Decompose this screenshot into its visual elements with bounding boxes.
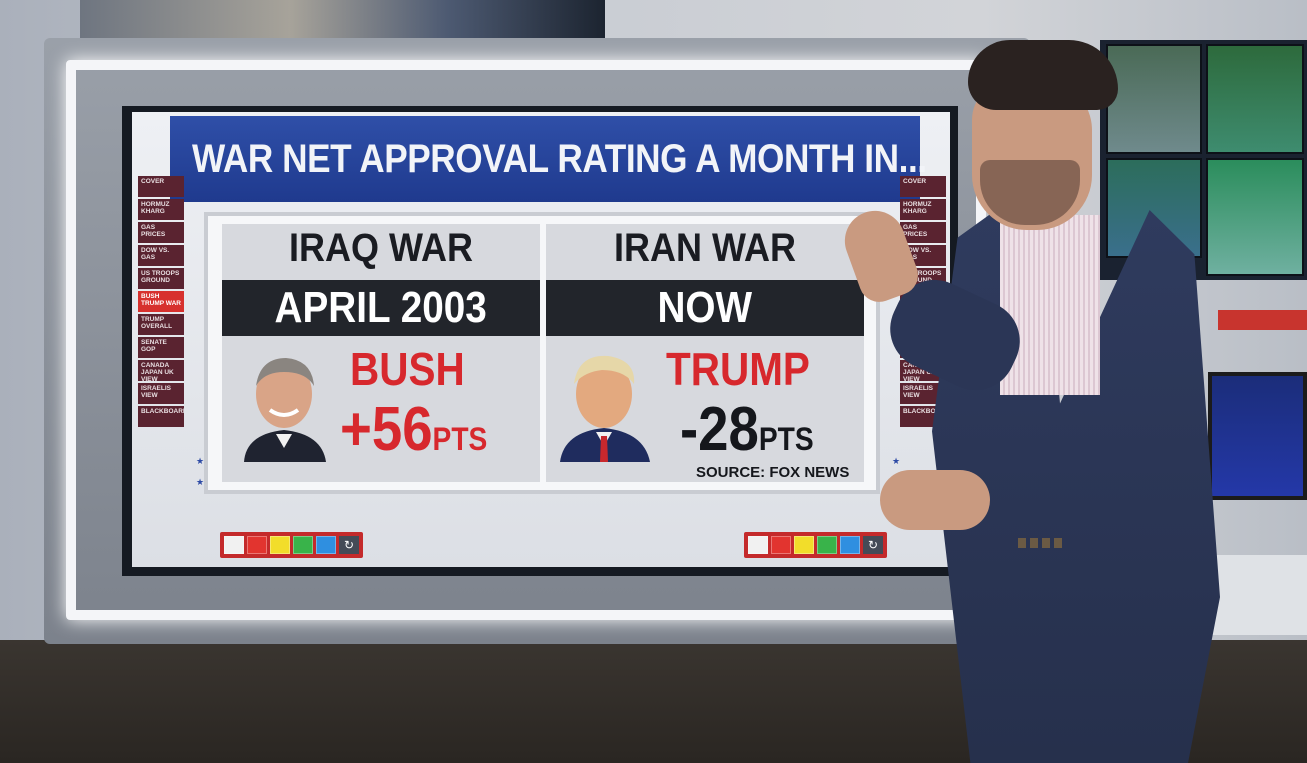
presenter-beard <box>980 160 1080 225</box>
nav-item[interactable]: DOW VS. GAS <box>138 245 184 266</box>
nav-item[interactable]: BLACKBOARD <box>138 406 184 427</box>
color-swatch[interactable] <box>794 536 814 554</box>
nav-item[interactable]: HORMUZ KHARG <box>900 199 946 220</box>
nav-item[interactable]: CANADA JAPAN UK VIEW <box>138 360 184 381</box>
iraq-war-panel: IRAQ WAR APRIL 2003 BUSH +56PTS <box>222 224 540 482</box>
score-value: +56 <box>340 395 433 464</box>
nav-item[interactable]: HORMUZ KHARG <box>138 199 184 220</box>
net-approval-score: -28PTS <box>680 394 814 465</box>
comparison-card: IRAQ WAR APRIL 2003 BUSH +56PTS IRAN WAR… <box>204 212 880 494</box>
nav-item[interactable]: COVER <box>138 176 184 197</box>
refresh-icon[interactable]: ↻ <box>863 536 883 554</box>
color-swatch[interactable] <box>771 536 791 554</box>
score-value: -28 <box>680 395 759 464</box>
color-swatch[interactable] <box>817 536 837 554</box>
color-swatch[interactable] <box>316 536 336 554</box>
graphic-title-bar: WAR NET APPROVAL RATING A MONTH IN... <box>170 116 927 202</box>
color-swatch[interactable] <box>840 536 860 554</box>
bush-portrait <box>236 350 332 462</box>
nav-item[interactable]: SENATE GOP <box>138 337 184 358</box>
background-monitor-wall <box>1100 40 1307 280</box>
presenter-hair <box>968 40 1118 110</box>
graphic-title: WAR NET APPROVAL RATING A MONTH IN... <box>192 136 927 181</box>
nav-item[interactable]: US TROOPS GROUND <box>138 268 184 289</box>
presenter-lower-hand <box>880 470 990 530</box>
war-label: IRAN WAR <box>614 226 796 270</box>
war-label: IRAQ WAR <box>289 226 473 270</box>
left-nav-menu: COVER HORMUZ KHARG GAS PRICES DOW VS. GAS US… <box>138 176 184 429</box>
leader-name: TRUMP <box>666 343 810 395</box>
refresh-icon[interactable]: ↻ <box>339 536 359 554</box>
iran-war-panel: IRAN WAR NOW TRUMP -28PTS SOURCE: FOX NE… <box>546 224 864 482</box>
date-label: NOW <box>657 283 753 332</box>
date-bar: NOW <box>546 280 864 336</box>
monitor-tile <box>1206 158 1304 276</box>
presenter <box>836 40 1230 763</box>
annotation-toolbar: ↻ <box>744 532 887 558</box>
leader-name: BUSH <box>350 343 465 395</box>
trump-portrait <box>556 350 652 462</box>
touchscreen-display: WAR NET APPROVAL RATING A MONTH IN... CO… <box>132 112 950 567</box>
date-bar: APRIL 2003 <box>222 280 540 336</box>
studio-red-stripe <box>1218 310 1307 330</box>
side-monitor <box>1208 372 1307 500</box>
monitor-tile <box>1206 44 1304 154</box>
color-swatch[interactable] <box>270 536 290 554</box>
score-unit: PTS <box>758 421 814 457</box>
star-decoration: ★★ <box>196 456 205 487</box>
nav-item[interactable]: ISRAELIS VIEW <box>138 383 184 404</box>
source-credit: SOURCE: FOX NEWS <box>696 464 850 481</box>
nav-item[interactable]: COVER <box>900 176 946 197</box>
nav-item[interactable]: ISRAELIS VIEW <box>900 383 946 404</box>
date-label: APRIL 2003 <box>274 283 488 332</box>
score-unit: PTS <box>432 421 488 457</box>
presenter-shirt <box>1000 215 1100 395</box>
sleeve-buttons <box>1018 538 1064 548</box>
overhead-monitor <box>80 0 605 40</box>
color-swatch[interactable] <box>247 536 267 554</box>
nav-item[interactable]: TRUMP OVERALL <box>138 314 184 335</box>
color-swatch[interactable] <box>224 536 244 554</box>
color-swatch[interactable] <box>748 536 768 554</box>
color-swatch[interactable] <box>293 536 313 554</box>
nav-item[interactable]: GAS PRICES <box>138 222 184 243</box>
nav-item[interactable]: GAS PRICES <box>900 222 946 243</box>
monitor-tile <box>1106 44 1202 154</box>
nav-item[interactable]: BUSH TRUMP WAR <box>138 291 184 312</box>
annotation-toolbar: ↻ <box>220 532 363 558</box>
net-approval-score: +56PTS <box>340 394 487 465</box>
